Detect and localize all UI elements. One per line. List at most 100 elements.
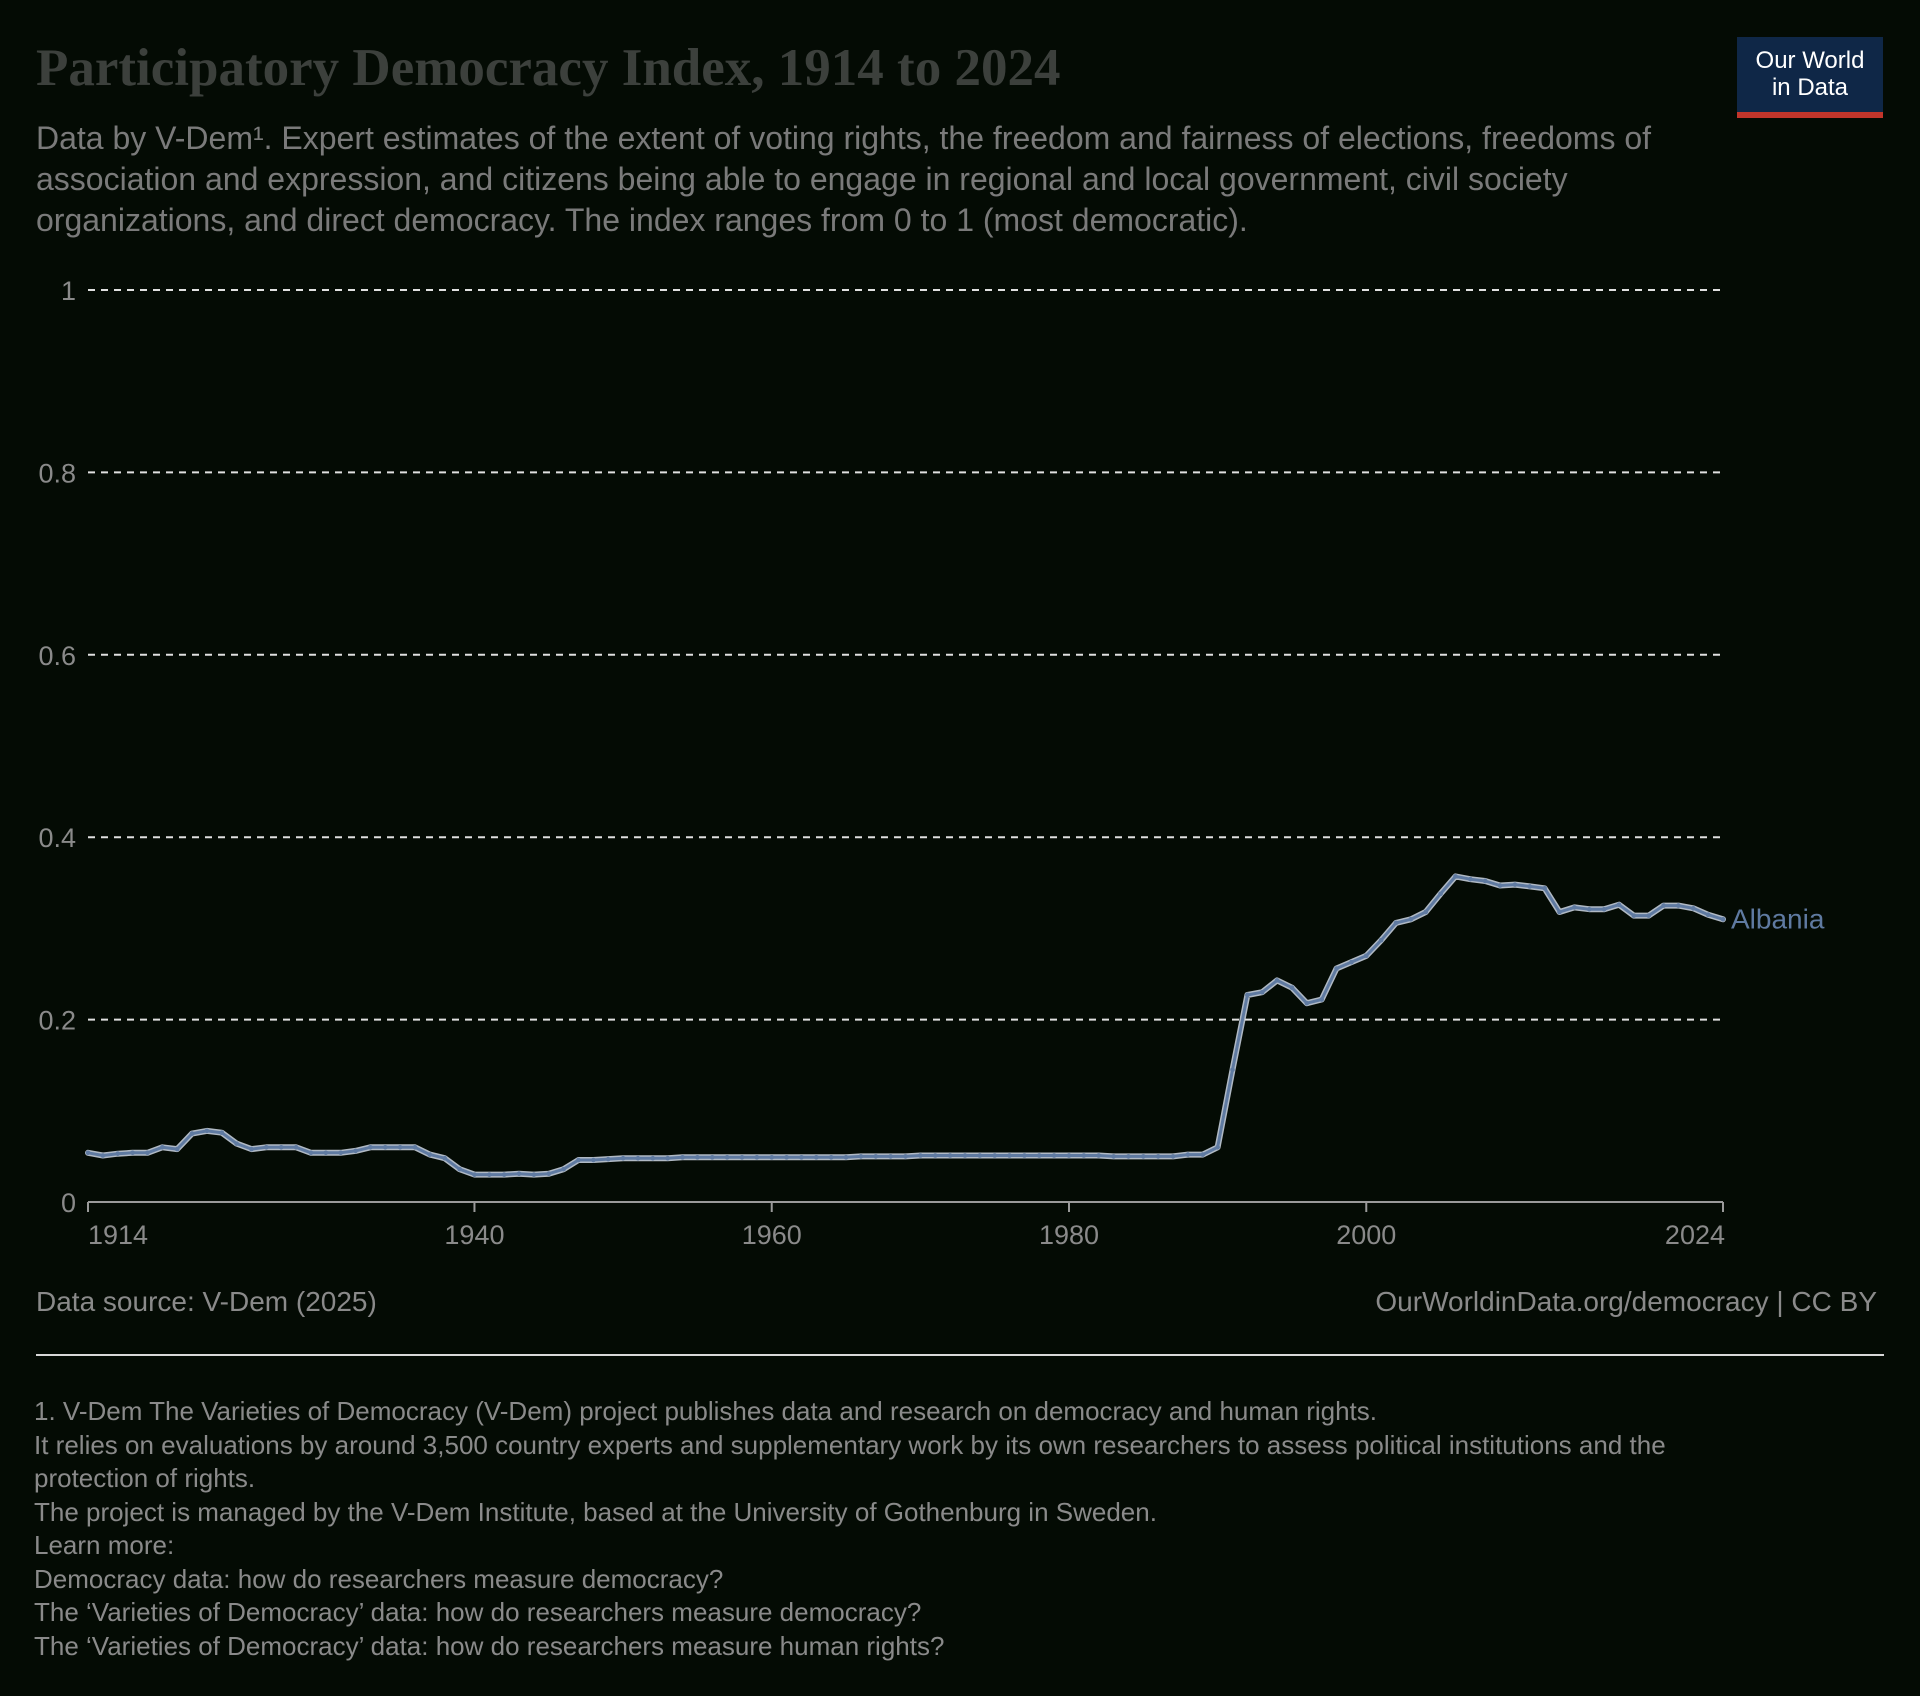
footnote-line-4: The project is managed by the V-Dem Inst… <box>34 1496 1157 1527</box>
logo-line-2: in Data <box>1771 74 1849 101</box>
data-point <box>1676 903 1681 908</box>
data-point <box>635 1155 641 1161</box>
data-point <box>1393 920 1399 926</box>
x-tick-label: 2024 <box>1665 1220 1725 1250</box>
data-point <box>1200 1152 1206 1157</box>
data-point <box>442 1155 448 1161</box>
data-point <box>1616 902 1622 907</box>
data-point <box>516 1171 522 1177</box>
owid-logo[interactable]: Our World in Data <box>1737 37 1883 118</box>
data-point <box>799 1155 804 1160</box>
data-point <box>1690 906 1696 911</box>
x-tick-label: 1914 <box>88 1220 148 1250</box>
data-point <box>1438 891 1443 897</box>
data-point <box>576 1157 581 1163</box>
learn-more-link-3[interactable]: The ‘Varieties of Democracy’ data: how d… <box>34 1630 945 1661</box>
chart-subtitle: Data by V-Dem¹. Expert estimates of the … <box>36 120 1652 238</box>
data-point <box>397 1144 403 1150</box>
data-point <box>100 1153 106 1158</box>
data-point <box>977 1153 983 1158</box>
data-point <box>189 1131 195 1136</box>
data-point <box>724 1155 730 1160</box>
data-point <box>1527 884 1533 889</box>
data-point <box>1349 959 1354 965</box>
data-point <box>1022 1153 1027 1158</box>
data-point <box>1289 985 1295 990</box>
learn-more-link-1[interactable]: Democracy data: how do researchers measu… <box>34 1563 724 1594</box>
data-point <box>932 1153 938 1158</box>
chart-title: Participatory Democracy Index, 1914 to 2… <box>36 39 1061 97</box>
data-point <box>947 1153 953 1158</box>
y-tick-label: 0 <box>61 1188 76 1218</box>
line-chart: 00.20.40.60.81 1914 1940 1960 1980 2000 2024 … <box>38 276 1825 1250</box>
data-point <box>1334 966 1339 971</box>
data-point <box>501 1172 507 1177</box>
data-point <box>115 1151 121 1156</box>
data-point <box>1111 1154 1116 1159</box>
data-point <box>368 1144 373 1150</box>
data-point <box>1468 876 1473 882</box>
data-point <box>1497 883 1503 888</box>
data-point <box>1230 1067 1235 1073</box>
logo-line-1: Our World <box>1755 47 1865 74</box>
data-point <box>1542 885 1547 891</box>
data-point <box>1572 905 1577 910</box>
data-point <box>1482 878 1488 884</box>
data-point <box>531 1172 537 1177</box>
learn-more-link-2[interactable]: The ‘Varieties of Democracy’ data: how d… <box>34 1597 922 1627</box>
data-point <box>1155 1154 1161 1159</box>
y-tick-label: 0.6 <box>38 641 76 671</box>
x-axis: 1914 1940 1960 1980 2000 2024 <box>87 1201 1725 1250</box>
series-line <box>86 874 1725 1177</box>
data-point <box>204 1128 210 1134</box>
data-point <box>85 1150 91 1156</box>
data-point <box>1661 903 1666 908</box>
data-point <box>605 1156 611 1162</box>
data-point <box>814 1155 819 1160</box>
data-point <box>278 1144 284 1150</box>
x-tick-label: 1960 <box>742 1220 802 1250</box>
data-point <box>487 1172 492 1177</box>
data-point <box>1066 1153 1072 1158</box>
data-point <box>739 1155 745 1160</box>
data-point <box>219 1130 225 1135</box>
footnote: 1. V-Dem The Varieties of Democracy (V-D… <box>34 1395 1874 1663</box>
data-point <box>650 1155 656 1161</box>
data-point <box>754 1155 760 1160</box>
footnote-line-3: protection of rights. <box>34 1463 256 1493</box>
data-source-note: Data source: V-Dem (2025) <box>36 1286 377 1317</box>
data-point <box>382 1144 388 1150</box>
series-label: Albania <box>1731 903 1825 934</box>
data-point <box>1408 916 1414 922</box>
data-point <box>903 1154 908 1159</box>
data-point <box>457 1166 462 1172</box>
data-point <box>1259 989 1265 995</box>
footnote-line-1: 1. V-Dem The Varieties of Democracy (V-D… <box>34 1396 1377 1426</box>
data-point <box>1170 1154 1176 1159</box>
data-point <box>695 1155 700 1160</box>
data-point <box>412 1144 418 1150</box>
data-point <box>620 1155 626 1161</box>
data-point <box>828 1155 834 1160</box>
data-point <box>665 1155 670 1161</box>
footnote-line-5: Learn more: <box>34 1530 175 1560</box>
y-tick-label: 0.8 <box>38 458 76 488</box>
data-point <box>145 1150 150 1156</box>
series-line-halo <box>85 873 1726 1178</box>
y-tick-label: 1 <box>61 276 76 306</box>
data-point <box>1453 874 1458 879</box>
data-point <box>1720 916 1726 922</box>
data-point <box>1705 912 1711 918</box>
data-point <box>174 1146 180 1152</box>
x-tick-label: 1980 <box>1039 1220 1099 1250</box>
data-point <box>680 1155 685 1160</box>
data-point <box>1245 992 1250 998</box>
data-point <box>353 1148 358 1154</box>
url-license-link[interactable]: OurWorldinData.org/democracy | CC BY <box>1375 1286 1877 1317</box>
data-point <box>769 1155 775 1160</box>
data-point <box>1557 909 1562 915</box>
data-point <box>427 1152 433 1157</box>
data-point <box>843 1155 849 1160</box>
data-point <box>1601 906 1607 912</box>
data-point <box>1423 909 1429 915</box>
